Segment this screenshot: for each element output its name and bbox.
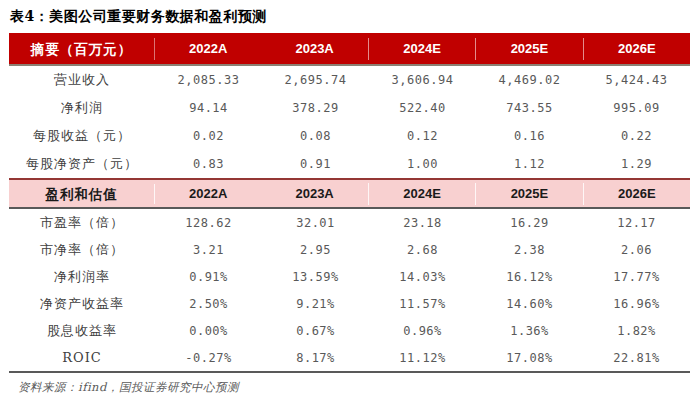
cell-value: 0.91%: [155, 270, 262, 284]
cell-value: 94.14: [155, 101, 262, 115]
financial-table: 摘要（百万元） 2022A 2023A 2024E 2025E 2026E 营业…: [9, 33, 690, 373]
cell-value: 11.57%: [369, 297, 476, 311]
row-label: ROIC: [9, 350, 155, 365]
cell-value: 17.08%: [476, 351, 583, 365]
cell-value: 378.29: [262, 101, 369, 115]
table-row-pb: 市净率（倍） 3.21 2.95 2.68 2.38 2.06: [9, 236, 690, 263]
cell-value: 32.01: [262, 216, 369, 230]
cell-value: 16.96%: [583, 297, 690, 311]
row-label: 净利润率: [9, 268, 155, 286]
cell-value: 1.29: [583, 157, 690, 171]
cell-value: 1.00: [369, 157, 476, 171]
cell-value: 13.59%: [262, 270, 369, 284]
cell-value: 0.67%: [262, 324, 369, 338]
summary-header-row: 摘要（百万元） 2022A 2023A 2024E 2025E 2026E: [9, 33, 690, 66]
year-header-2023a: 2023A: [261, 38, 367, 60]
table-row-net-margin: 净利润率 0.91% 13.59% 14.03% 16.12% 17.77%: [9, 263, 690, 290]
cell-value: 0.00%: [155, 324, 262, 338]
cell-value: 1.82%: [583, 324, 690, 338]
cell-value: 2.50%: [155, 297, 262, 311]
cell-value: 128.62: [155, 216, 262, 230]
source-note: 资料来源：ifind，国投证券研究中心预测: [9, 380, 690, 395]
year-header-2024e: 2024E: [368, 183, 475, 205]
cell-value: 743.55: [476, 101, 583, 115]
cell-value: 995.09: [583, 101, 690, 115]
cell-value: 4,469.02: [476, 73, 583, 87]
cell-value: 0.08: [262, 129, 369, 143]
cell-value: 12.17: [583, 216, 690, 230]
row-label: 净利润: [9, 99, 155, 117]
row-label: 市盈率（倍）: [9, 214, 155, 232]
row-label: 净资产收益率: [9, 295, 155, 313]
table-row-eps: 每股收益（元） 0.02 0.08 0.12 0.16 0.22: [9, 122, 690, 150]
cell-value: 2,085.33: [155, 73, 262, 87]
year-header-2026e: 2026E: [583, 183, 690, 205]
year-header-2023a: 2023A: [261, 184, 367, 204]
cell-value: 2,695.74: [262, 73, 369, 87]
cell-value: 0.16: [476, 129, 583, 143]
cell-value: 11.12%: [369, 351, 476, 365]
cell-value: 14.60%: [476, 297, 583, 311]
year-header-2026e: 2026E: [583, 38, 690, 60]
cell-value: 2.06: [583, 243, 690, 257]
cell-value: 14.03%: [369, 270, 476, 284]
table-row-roe: 净资产收益率 2.50% 9.21% 11.57% 14.60% 16.96%: [9, 290, 690, 317]
cell-value: 0.02: [155, 129, 262, 143]
row-label: 每股净资产（元）: [9, 155, 155, 173]
cell-value: 1.12: [476, 157, 583, 171]
year-header-2025e: 2025E: [475, 38, 582, 60]
row-label: 每股收益（元）: [9, 127, 155, 145]
cell-value: 2.68: [369, 243, 476, 257]
cell-value: 17.77%: [583, 270, 690, 284]
cell-value: 5,424.43: [583, 73, 690, 87]
year-header-2024e: 2024E: [368, 38, 475, 60]
cell-value: 0.83: [155, 157, 262, 171]
table-title: 表4：美图公司重要财务数据和盈利预测: [10, 8, 690, 26]
cell-value: 2.95: [262, 243, 369, 257]
research-report-table-page: 表4：美图公司重要财务数据和盈利预测 摘要（百万元） 2022A 2023A 2…: [0, 0, 699, 402]
table-row-revenue: 营业收入 2,085.33 2,695.74 3,606.94 4,469.02…: [9, 66, 690, 94]
table-row-bvps: 每股净资产（元） 0.83 0.91 1.00 1.12 1.29: [9, 150, 690, 178]
cell-value: 3.21: [155, 243, 262, 257]
table-row-pe: 市盈率（倍） 128.62 32.01 23.18 16.29 12.17: [9, 209, 690, 236]
cell-value: 8.17%: [262, 351, 369, 365]
cell-value: 9.21%: [262, 297, 369, 311]
cell-value: 522.40: [369, 101, 476, 115]
valuation-header-row: 盈利和估值 2022A 2023A 2024E 2025E 2026E: [9, 178, 690, 209]
row-label: 股息收益率: [9, 322, 155, 340]
summary-header-label: 摘要（百万元）: [9, 38, 155, 60]
year-header-2025e: 2025E: [475, 183, 582, 205]
table-row-dividend-yield: 股息收益率 0.00% 0.67% 0.96% 1.36% 1.82%: [9, 317, 690, 344]
cell-value: 16.29: [476, 216, 583, 230]
row-label: 营业收入: [9, 71, 155, 89]
cell-value: -0.27%: [155, 351, 262, 365]
cell-value: 22.81%: [583, 351, 690, 365]
row-label: 市净率（倍）: [9, 241, 155, 259]
cell-value: 0.12: [369, 129, 476, 143]
table-row-roic: ROIC -0.27% 8.17% 11.12% 17.08% 22.81%: [9, 344, 690, 371]
cell-value: 2.38: [476, 243, 583, 257]
cell-value: 16.12%: [476, 270, 583, 284]
cell-value: 1.36%: [476, 324, 583, 338]
year-header-2022a: 2022A: [155, 38, 261, 60]
table-row-net-profit: 净利润 94.14 378.29 522.40 743.55 995.09: [9, 94, 690, 122]
cell-value: 23.18: [369, 216, 476, 230]
cell-value: 0.22: [583, 129, 690, 143]
valuation-header-label: 盈利和估值: [9, 184, 155, 204]
cell-value: 0.96%: [369, 324, 476, 338]
cell-value: 0.91: [262, 157, 369, 171]
cell-value: 3,606.94: [369, 73, 476, 87]
year-header-2022a: 2022A: [155, 184, 261, 204]
